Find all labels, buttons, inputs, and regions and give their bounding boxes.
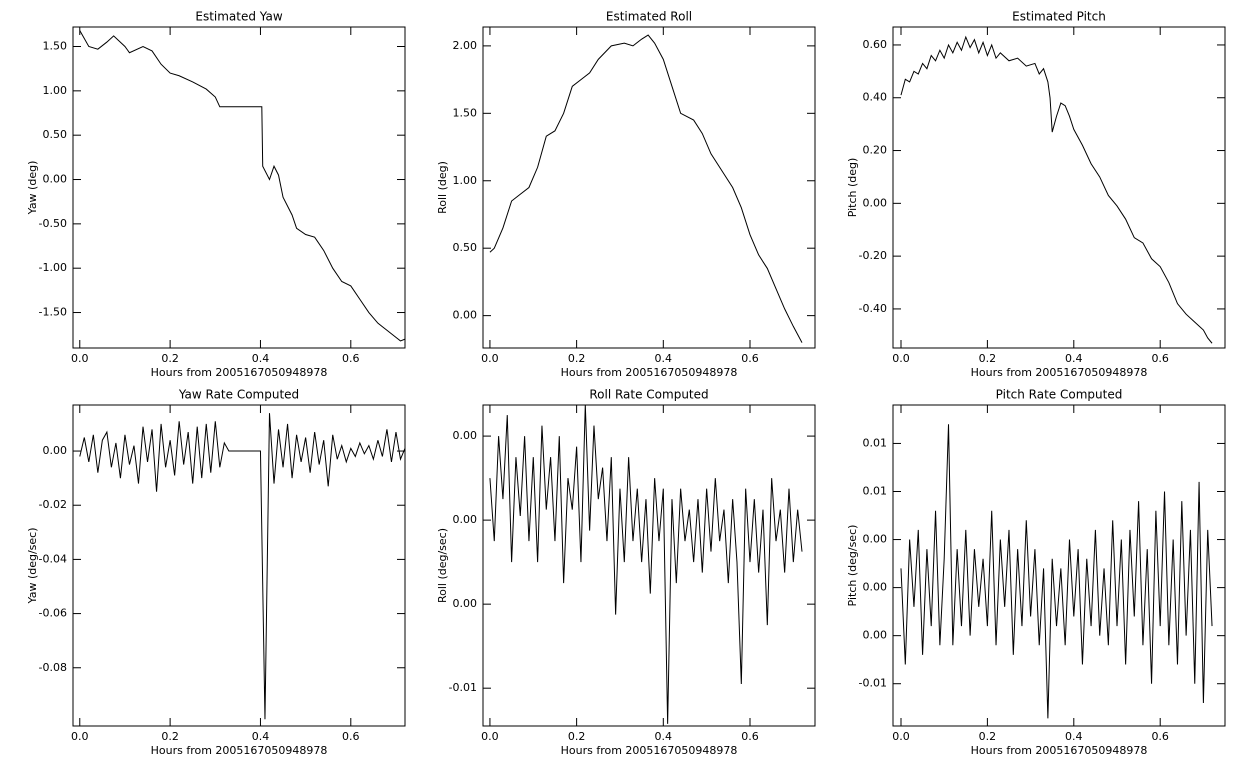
plot-frame	[72, 404, 406, 727]
x-tick-label: 0.2	[979, 352, 997, 365]
y-tick-label: -1.00	[39, 261, 67, 274]
x-tick-label: 0.4	[1065, 352, 1083, 365]
x-tick-label: 0.2	[161, 352, 179, 365]
x-tick-label: 0.4	[252, 352, 270, 365]
y-tick-label: -0.20	[859, 249, 887, 262]
y-tick-label: 0.20	[863, 144, 888, 157]
y-axis-label: Roll (deg/sec)	[436, 528, 449, 603]
x-tick-label: 0.0	[892, 352, 910, 365]
panel-title: Estimated Roll	[606, 10, 692, 24]
data-line	[79, 30, 406, 342]
panel: Pitch Rate Computed Hours from 2005167050…	[846, 388, 1226, 757]
y-tick-label: 0.00	[453, 309, 478, 322]
y-tick-label: -0.04	[39, 552, 67, 565]
panel: Estimated Pitch Hours from 20051670509489…	[846, 10, 1226, 379]
panel: Estimated Yaw Hours from 2005167050948978…	[26, 10, 406, 379]
y-tick-label: 1.50	[453, 106, 478, 119]
x-tick-label: 0.4	[1065, 730, 1083, 743]
panel-title: Pitch Rate Computed	[996, 388, 1123, 402]
y-tick-label: -0.50	[39, 217, 67, 230]
data-line	[489, 404, 803, 724]
plot-frame	[482, 404, 816, 727]
x-tick-label: 0.6	[1151, 352, 1169, 365]
x-tick-label: 0.6	[741, 730, 759, 743]
y-tick-label: 0.00	[863, 196, 888, 209]
y-tick-label: 0.50	[453, 241, 478, 254]
y-axis-label: Pitch (deg/sec)	[846, 525, 859, 607]
y-axis-label: Yaw (deg/sec)	[26, 527, 39, 604]
y-tick-label: -1.50	[39, 306, 67, 319]
y-axis-label: Yaw (deg)	[26, 161, 39, 216]
y-tick-label: 0.00	[863, 533, 888, 546]
panel: Yaw Rate Computed Hours from 200516705094…	[26, 388, 406, 757]
y-tick-label: 0.01	[863, 484, 888, 497]
panel-title: Roll Rate Computed	[589, 388, 708, 402]
x-axis-label: Hours from 2005167050948978	[561, 744, 738, 757]
x-tick-label: 0.0	[481, 730, 499, 743]
y-tick-label: 1.00	[43, 84, 68, 97]
y-tick-label: -0.02	[39, 498, 67, 511]
x-tick-label: 0.6	[342, 352, 360, 365]
x-axis-label: Hours from 2005167050948978	[971, 744, 1148, 757]
y-tick-label: 0.00	[863, 581, 888, 594]
y-tick-label: 0.00	[453, 513, 478, 526]
plot-frame	[72, 26, 406, 349]
y-axis-label: Pitch (deg)	[846, 158, 859, 218]
x-tick-label: 0.6	[1151, 730, 1169, 743]
y-tick-label: -0.06	[39, 607, 67, 620]
plot-frame	[892, 26, 1226, 349]
x-tick-label: 0.2	[568, 352, 586, 365]
y-tick-label: 0.00	[43, 444, 68, 457]
x-axis-label: Hours from 2005167050948978	[151, 744, 328, 757]
y-tick-label: 1.00	[453, 174, 478, 187]
y-tick-label: 1.50	[43, 40, 68, 53]
x-tick-label: 0.0	[71, 352, 89, 365]
y-tick-label: 0.01	[863, 436, 888, 449]
data-line	[489, 34, 803, 343]
panel-title: Yaw Rate Computed	[178, 388, 299, 402]
x-tick-label: 0.2	[161, 730, 179, 743]
panel: Roll Rate Computed Hours from 20051670509…	[436, 388, 816, 757]
y-tick-label: 0.00	[863, 629, 888, 642]
y-tick-label: 0.00	[453, 597, 478, 610]
data-line	[79, 413, 406, 720]
y-tick-label: -0.08	[39, 661, 67, 674]
x-tick-label: 0.0	[892, 730, 910, 743]
x-tick-label: 0.4	[252, 730, 270, 743]
y-tick-label: 0.50	[43, 128, 68, 141]
y-tick-label: -0.40	[859, 302, 887, 315]
panel-title: Estimated Yaw	[195, 10, 282, 24]
x-tick-label: 0.0	[71, 730, 89, 743]
x-tick-label: 0.0	[481, 352, 499, 365]
y-tick-label: 0.00	[453, 429, 478, 442]
x-tick-label: 0.6	[741, 352, 759, 365]
x-tick-label: 0.2	[568, 730, 586, 743]
x-axis-label: Hours from 2005167050948978	[151, 366, 328, 379]
plot-frame	[892, 404, 1226, 727]
y-tick-label: -0.01	[859, 677, 887, 690]
y-axis-label: Roll (deg)	[436, 161, 449, 214]
plot-frame	[482, 26, 816, 349]
y-tick-label: 0.60	[863, 38, 888, 51]
y-tick-label: 2.00	[453, 39, 478, 52]
x-axis-label: Hours from 2005167050948978	[561, 366, 738, 379]
x-tick-label: 0.6	[342, 730, 360, 743]
y-tick-label: -0.01	[449, 681, 477, 694]
y-tick-label: 0.00	[43, 173, 68, 186]
panel: Estimated Roll Hours from 200516705094897…	[436, 10, 816, 379]
panel-title: Estimated Pitch	[1012, 10, 1106, 24]
x-tick-label: 0.4	[655, 352, 673, 365]
data-line	[900, 35, 1213, 344]
data-line	[900, 424, 1213, 719]
x-axis-label: Hours from 2005167050948978	[971, 366, 1148, 379]
x-tick-label: 0.2	[979, 730, 997, 743]
y-tick-label: 0.40	[863, 91, 888, 104]
x-tick-label: 0.4	[655, 730, 673, 743]
